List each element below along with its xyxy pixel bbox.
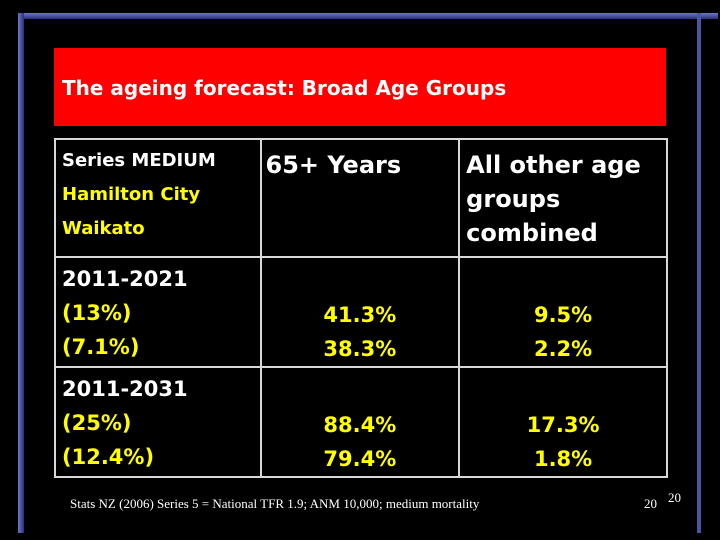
header-65-label: 65+ Years bbox=[265, 151, 402, 179]
row-period: 2011-2031 bbox=[62, 377, 188, 401]
row-other-waikato: 2.2% bbox=[533, 337, 593, 361]
frame-right-line bbox=[697, 13, 701, 533]
header-other-line2: groups bbox=[466, 185, 561, 213]
row-other-hamilton: 9.5% bbox=[533, 303, 593, 327]
row-65-waikato: 79.4% bbox=[323, 447, 397, 471]
header-other-cell: All other age groups combined bbox=[458, 138, 668, 258]
row-65-hamilton: 88.4% bbox=[323, 413, 397, 437]
slide-title: The ageing forecast: Broad Age Groups bbox=[62, 76, 507, 100]
frame-left-line bbox=[18, 13, 24, 533]
row-waikato-growth: (7.1%) bbox=[62, 335, 140, 359]
row-65-waikato: 38.3% bbox=[323, 337, 397, 361]
page-number: 20 bbox=[644, 496, 657, 511]
row-period: 2011-2021 bbox=[62, 267, 188, 291]
header-65-cell: 65+ Years bbox=[259, 138, 461, 258]
header-other-line1: All other age bbox=[466, 151, 641, 179]
frame-top-line bbox=[18, 13, 718, 19]
row-65-cell: 88.4% 79.4% bbox=[259, 366, 461, 478]
row-other-hamilton: 17.3% bbox=[526, 413, 600, 437]
age-forecast-table: Series MEDIUM Hamilton City Waikato 65+ … bbox=[54, 138, 668, 478]
row-hamilton-growth: (25%) bbox=[62, 411, 132, 435]
title-bar: The ageing forecast: Broad Age Groups bbox=[54, 48, 666, 126]
row-65-hamilton: 41.3% bbox=[323, 303, 397, 327]
table-row: 2011-2021 (13%) (7.1%) 41.3% 38.3% 9.5% … bbox=[54, 256, 668, 368]
row-label-cell: 2011-2021 (13%) (7.1%) bbox=[54, 256, 262, 368]
row-label-cell: 2011-2031 (25%) (12.4%) bbox=[54, 366, 262, 478]
slide-number: 20 bbox=[668, 490, 681, 505]
header-hamilton-label: Hamilton City bbox=[62, 184, 201, 205]
header-series-cell: Series MEDIUM Hamilton City Waikato bbox=[54, 138, 262, 258]
row-other-cell: 17.3% 1.8% bbox=[458, 366, 668, 478]
row-other-cell: 9.5% 2.2% bbox=[458, 256, 668, 368]
table-row: 2011-2031 (25%) (12.4%) 88.4% 79.4% 17.3… bbox=[54, 366, 668, 478]
source-footnote: Stats NZ (2006) Series 5 = National TFR … bbox=[70, 496, 480, 511]
row-65-cell: 41.3% 38.3% bbox=[259, 256, 461, 368]
table-header-row: Series MEDIUM Hamilton City Waikato 65+ … bbox=[54, 138, 668, 258]
header-series-label: Series MEDIUM bbox=[62, 150, 216, 171]
row-other-waikato: 1.8% bbox=[533, 447, 593, 471]
row-waikato-growth: (12.4%) bbox=[62, 445, 155, 469]
header-waikato-label: Waikato bbox=[62, 218, 145, 239]
row-hamilton-growth: (13%) bbox=[62, 301, 132, 325]
header-other-line3: combined bbox=[466, 219, 598, 247]
